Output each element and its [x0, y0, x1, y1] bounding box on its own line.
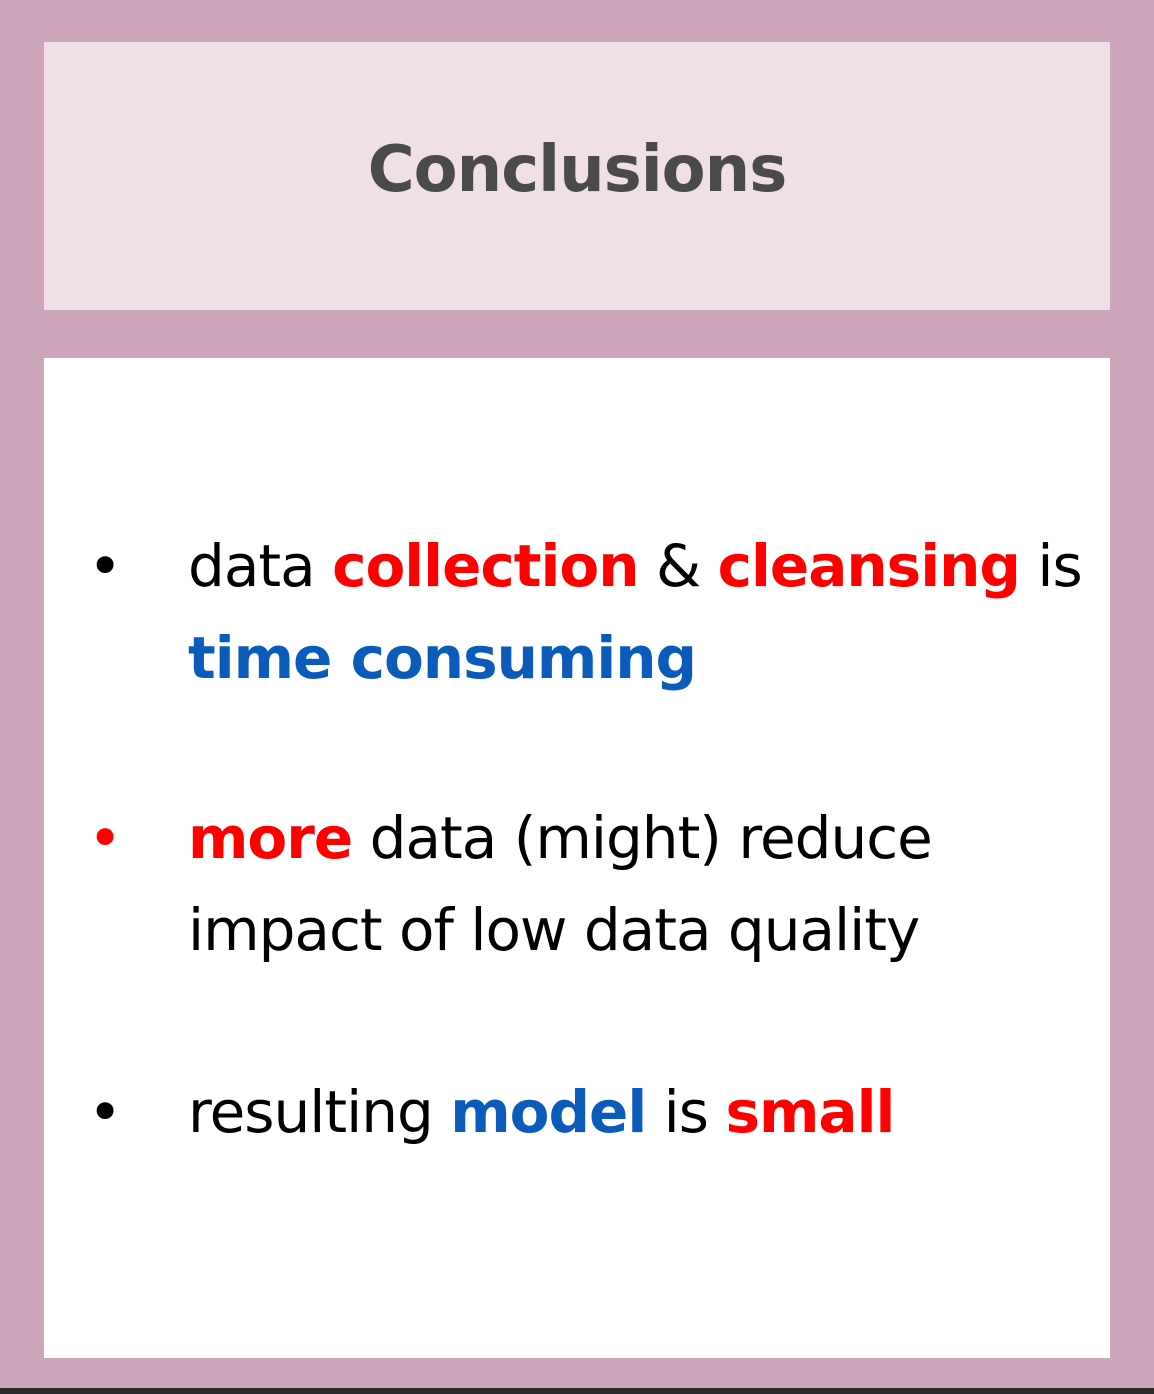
- bullet-text-segment: data: [188, 532, 333, 600]
- bullet-text-segment: is: [1019, 532, 1100, 600]
- bullet-marker: •: [88, 1078, 123, 1146]
- emphasis-model: model: [450, 1078, 647, 1146]
- bullet-item-resulting-model: • resulting model is small: [88, 1066, 1088, 1158]
- bottom-edge-line: [0, 1388, 1154, 1394]
- slide-title: Conclusions: [367, 133, 788, 207]
- emphasis-small: small: [725, 1078, 895, 1146]
- bullet-text: more data (might) reduce impact of low d…: [188, 792, 1088, 976]
- emphasis-collection: collection: [332, 532, 639, 600]
- bullet-text: data collection & cleansing is time cons…: [188, 520, 1088, 704]
- header-panel: Conclusions: [44, 42, 1110, 310]
- emphasis-time-consuming: time consuming: [188, 624, 697, 692]
- bullet-marker: •: [88, 804, 123, 872]
- emphasis-cleansing: cleansing: [717, 532, 1021, 600]
- bullet-text-segment: is: [646, 1078, 726, 1146]
- bullet-text-segment: resulting: [188, 1078, 451, 1146]
- bullet-marker: •: [88, 532, 123, 600]
- bullet-text-segment: data (might) reduce impact of low data q…: [188, 804, 950, 964]
- bullet-item-more-data: • more data (might) reduce impact of low…: [88, 792, 1088, 976]
- emphasis-more: more: [188, 804, 353, 872]
- bullet-item-data-collection: • data collection & cleansing is time co…: [88, 520, 1088, 704]
- bullet-text: resulting model is small: [188, 1066, 1088, 1158]
- bullet-text-segment: &: [638, 532, 718, 600]
- content-panel: • data collection & cleansing is time co…: [44, 358, 1110, 1358]
